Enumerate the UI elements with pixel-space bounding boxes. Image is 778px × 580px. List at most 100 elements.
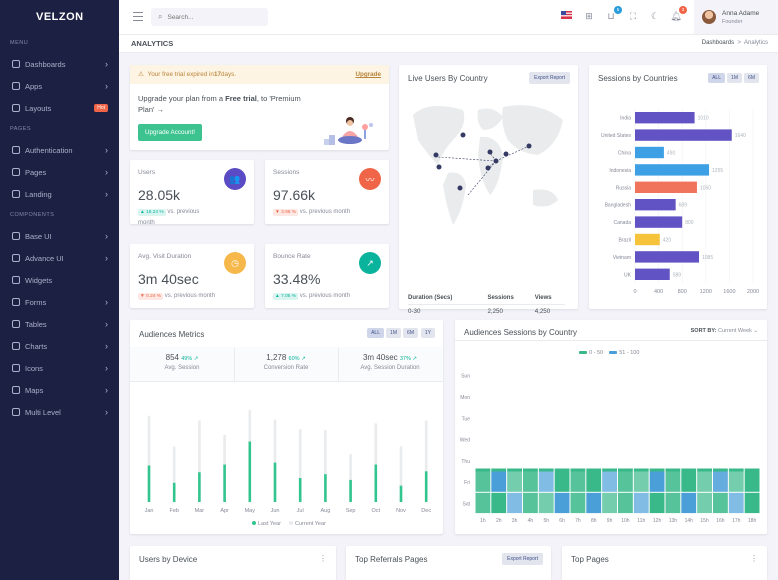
sidebar-item-multi-level[interactable]: Multi Level › <box>0 402 119 422</box>
kebab-menu-icon[interactable]: ⋮ <box>319 554 327 563</box>
sidebar-item-forms[interactable]: Forms › <box>0 292 119 312</box>
y-category-label: Vietnam <box>613 255 631 261</box>
tab-all[interactable]: ALL <box>367 328 384 338</box>
bell-icon[interactable]: 🔔︎ 3 <box>670 6 687 22</box>
table-cell: 0-30 <box>408 304 488 320</box>
sessions-by-countries-chart: 0 400 800 1200 1600 2000 India 1010 United State… <box>601 109 759 295</box>
col-duration: Duration (Secs) <box>408 292 488 305</box>
alert-pre: Your free trial expired in <box>147 71 214 78</box>
sidebar-item-tables[interactable]: Tables › <box>0 314 119 334</box>
user-menu[interactable]: Anna Adame Founder <box>694 0 778 34</box>
bar-current-year <box>147 465 151 502</box>
legend-swatch-high <box>609 351 618 354</box>
kpi-value: 33.48% <box>273 271 321 287</box>
export-report-button[interactable]: Export Report <box>529 72 570 84</box>
sidebar-item-dashboards[interactable]: Dashboards › <box>0 54 119 74</box>
velzon-logo[interactable]: VELZON <box>36 11 84 23</box>
bar <box>635 268 670 280</box>
heatmap-cell <box>744 471 760 492</box>
x-tick-label: 2h <box>496 518 502 524</box>
sidebar-item-label: Tables <box>25 319 47 329</box>
x-tick-label: 3h <box>512 518 518 524</box>
meditation-illustration <box>324 117 373 145</box>
chevron-right-icon: › <box>105 189 108 199</box>
bar <box>635 233 660 246</box>
tab-1y[interactable]: 1Y <box>420 328 435 338</box>
sidebar-item-base-ui[interactable]: Base UI › <box>0 226 119 246</box>
dark-mode-icon[interactable]: ☾ <box>650 11 660 21</box>
hamburger-icon[interactable] <box>133 12 143 21</box>
external-link-icon: ↗ <box>359 252 381 274</box>
kpi-card-bounce-rate: Bounce Rate 33.48% ▲ 7.05 % vs. previous m… <box>265 244 389 308</box>
breadcrumb-dashboards[interactable]: Dashboards <box>701 40 735 46</box>
x-tick-label: 400 <box>654 289 663 295</box>
tab-1m[interactable]: 1M <box>386 328 401 338</box>
sort-dropdown[interactable]: SORT BY: Current Week ⌄ <box>691 328 758 334</box>
sidebar-item-layouts[interactable]: Layouts Hot <box>0 98 119 118</box>
fullscreen-icon[interactable]: ⛶ <box>629 11 637 21</box>
sidebar-item-advance-ui[interactable]: Advance UI › <box>0 248 119 268</box>
arrow-down-icon: ▼ <box>140 294 147 299</box>
sidebar-item-label: Maps <box>25 385 44 395</box>
heatmap-cell <box>728 468 744 472</box>
heatmap-cell <box>697 492 712 514</box>
x-tick-label: 13h <box>669 518 678 524</box>
tab-1m[interactable]: 1M <box>727 73 742 83</box>
chevron-right-icon: › <box>105 385 108 395</box>
kpi-change-note: vs. previous month <box>299 209 351 215</box>
sidebar-item-label: Layouts <box>25 103 52 113</box>
upgrade-account-button[interactable]: Upgrade Account! <box>138 124 203 141</box>
bar <box>635 181 697 193</box>
x-tick-label: 9h <box>607 518 613 524</box>
tab-all[interactable]: ALL <box>708 73 725 83</box>
y-category-label: China <box>618 151 631 157</box>
bar-current-year <box>324 474 327 502</box>
heatmap-cell <box>475 468 491 472</box>
pulse-icon: 〰 <box>359 168 381 190</box>
sidebar-item-label: Apps <box>25 81 43 91</box>
share-icon <box>12 408 20 416</box>
y-tick-label: Sat <box>462 501 470 507</box>
heatmap-cell <box>649 492 665 514</box>
search-box[interactable]: ⌕ <box>151 8 268 26</box>
heatmap-cell <box>697 471 712 492</box>
apps-grid-icon[interactable]: ⊞ <box>585 11 593 21</box>
heatmap-cell <box>602 492 617 514</box>
kpi-change: ▼ 3.96 % vs. previous month <box>273 207 351 218</box>
sidebar-item-maps[interactable]: Maps › <box>0 380 119 400</box>
chevron-right-icon: › <box>105 407 108 417</box>
table-row: 0-30 2,250 4,250 <box>408 304 565 320</box>
users-icon: 👥 <box>224 168 246 190</box>
heatmap-cell <box>618 471 633 492</box>
tab-6m[interactable]: 6M <box>744 73 759 83</box>
sidebar-item-widgets[interactable]: Widgets <box>0 270 119 290</box>
x-tick-label: 11h <box>637 518 645 524</box>
x-tick-label: 18h <box>748 518 757 524</box>
sessions-by-countries-card: Sessions by Countries 0 400 800 1200 1600 200… <box>589 65 767 309</box>
trial-alert: ⚠ Your free trial expired in 17 days. Up… <box>130 65 389 84</box>
bar-value-label: 800 <box>685 220 694 226</box>
us-flag-icon[interactable] <box>560 10 572 22</box>
metric-percent: 37% ↗ <box>399 356 418 362</box>
cart-icon[interactable]: ⊔ 5 <box>605 6 622 22</box>
kebab-menu-icon[interactable]: ⋮ <box>750 554 758 563</box>
upgrade-link[interactable]: Upgrade <box>355 71 381 78</box>
kpi-change-note: vs. previous month <box>299 293 351 299</box>
search-input[interactable] <box>167 13 258 21</box>
sidebar-item-charts[interactable]: Charts › <box>0 336 119 356</box>
tab-6m[interactable]: 6M <box>403 328 418 338</box>
metrics-strip <box>130 347 443 382</box>
sidebar-item-icons[interactable]: Icons › <box>0 358 119 378</box>
sidebar-item-authentication[interactable]: Authentication › <box>0 140 119 160</box>
upgrade-text-a: Upgrade your plan from a <box>138 94 226 103</box>
breadcrumb-analytics: Analytics <box>743 40 768 46</box>
bar-value-label: 490 <box>667 151 676 157</box>
alert-icon: ⚠ <box>138 71 144 78</box>
sidebar-item-pages[interactable]: Pages › <box>0 162 119 182</box>
sidebar-item-landing[interactable]: Landing › <box>0 184 119 204</box>
bar-value-label: 1255 <box>712 168 723 174</box>
sidebar-item-apps[interactable]: Apps › <box>0 76 119 96</box>
export-report-button[interactable]: Export Report <box>502 553 543 565</box>
legend-last-year: Last Year <box>258 521 281 527</box>
divider <box>234 348 235 382</box>
